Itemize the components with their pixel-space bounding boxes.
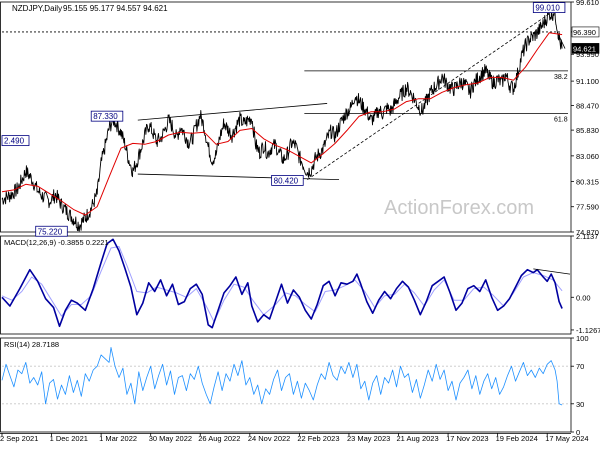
price-y-tick-label: 83.060: [576, 152, 599, 161]
x-tick-label: 17 Nov 2023: [446, 434, 489, 443]
price-y-tick-label: 77.590: [576, 203, 599, 212]
price-trendline: [137, 173, 340, 181]
header-ohlc: 95.155 95.177 94.557 94.621: [63, 4, 168, 13]
macd-trendline: [533, 268, 571, 275]
price-annotation-box: [532, 2, 566, 13]
macd-pane-frame: [0, 235, 572, 335]
price-annotation-text: 2.490: [4, 137, 25, 146]
price-y-tick-label: 80.315: [576, 177, 599, 186]
price-y-tick-label: 85.830: [576, 126, 599, 135]
header-symbol: NZDJPY,Daily: [12, 4, 62, 13]
fib-level-label: 38.2: [554, 74, 568, 81]
price-tag-text: 96.390: [573, 28, 596, 37]
rsi-y-tick-label: 100: [576, 334, 589, 343]
x-tick-label: 26 Aug 2022: [198, 434, 240, 443]
x-tick-label: 22 Feb 2023: [297, 434, 339, 443]
price-annotation-box: [271, 175, 304, 186]
x-tick-label: 23 May 2023: [347, 434, 390, 443]
rsi-title: RSI(14) 28.7188: [4, 340, 59, 349]
price-y-tick-label: 91.100: [576, 77, 599, 86]
price-annotation-box: [90, 110, 124, 122]
price-annotation-text: 80.420: [274, 176, 299, 185]
x-tick-label: 19 Feb 2024: [496, 434, 538, 443]
macd-y-tick-label: 2.1137: [576, 232, 598, 241]
macd-title: MACD(12,26,9) -0.3855 0.2221: [4, 238, 109, 247]
x-tick-label: 2 Sep 2021: [0, 434, 38, 443]
price-pane-frame: [0, 1, 572, 233]
rsi-pane-frame: [0, 337, 572, 433]
macd-y-tick-label: 0.00: [576, 293, 591, 302]
price-y-tick-label: 99.610: [576, 0, 599, 7]
price-tag-box: [571, 43, 600, 54]
rsi-y-tick-label: 70: [576, 362, 584, 371]
rsi-y-tick-label: 0: [576, 428, 580, 437]
x-tick-label: 17 May 2024: [545, 434, 588, 443]
rsi-line: [1, 347, 563, 406]
x-tick-label: 1 Mar 2022: [99, 434, 137, 443]
moving-average-line: [1, 32, 563, 216]
x-tick-label: 21 Aug 2023: [397, 434, 439, 443]
x-tick-label: 30 May 2022: [149, 434, 192, 443]
price-annotation-text: 99.010: [535, 4, 560, 13]
price-tag-box: [571, 26, 600, 38]
price-annotation-text: 87.330: [93, 112, 118, 121]
price-annotation-box: [35, 225, 68, 237]
price-y-tick-label: 93.990: [576, 50, 599, 59]
price-y-tick-label: 74.870: [576, 228, 599, 237]
macd-signal-line: [1, 246, 563, 323]
rsi-y-tick-label: 30: [576, 400, 584, 409]
macd-y-tick-label: -1.1267: [576, 326, 600, 335]
price-tag-text: 94.621: [573, 44, 596, 53]
price-annotation-text: 75.220: [38, 227, 63, 236]
price-series: [1, 5, 563, 232]
fib-level-label: 61.8: [554, 117, 568, 124]
x-tick-label: 24 Nov 2022: [248, 434, 291, 443]
watermark: ActionForex.com: [384, 197, 534, 219]
x-tick-label: 1 Dec 2021: [50, 434, 88, 443]
price-y-tick-label: 88.470: [576, 102, 599, 111]
price-annotation-box: [1, 135, 30, 147]
macd-line: [1, 238, 563, 329]
